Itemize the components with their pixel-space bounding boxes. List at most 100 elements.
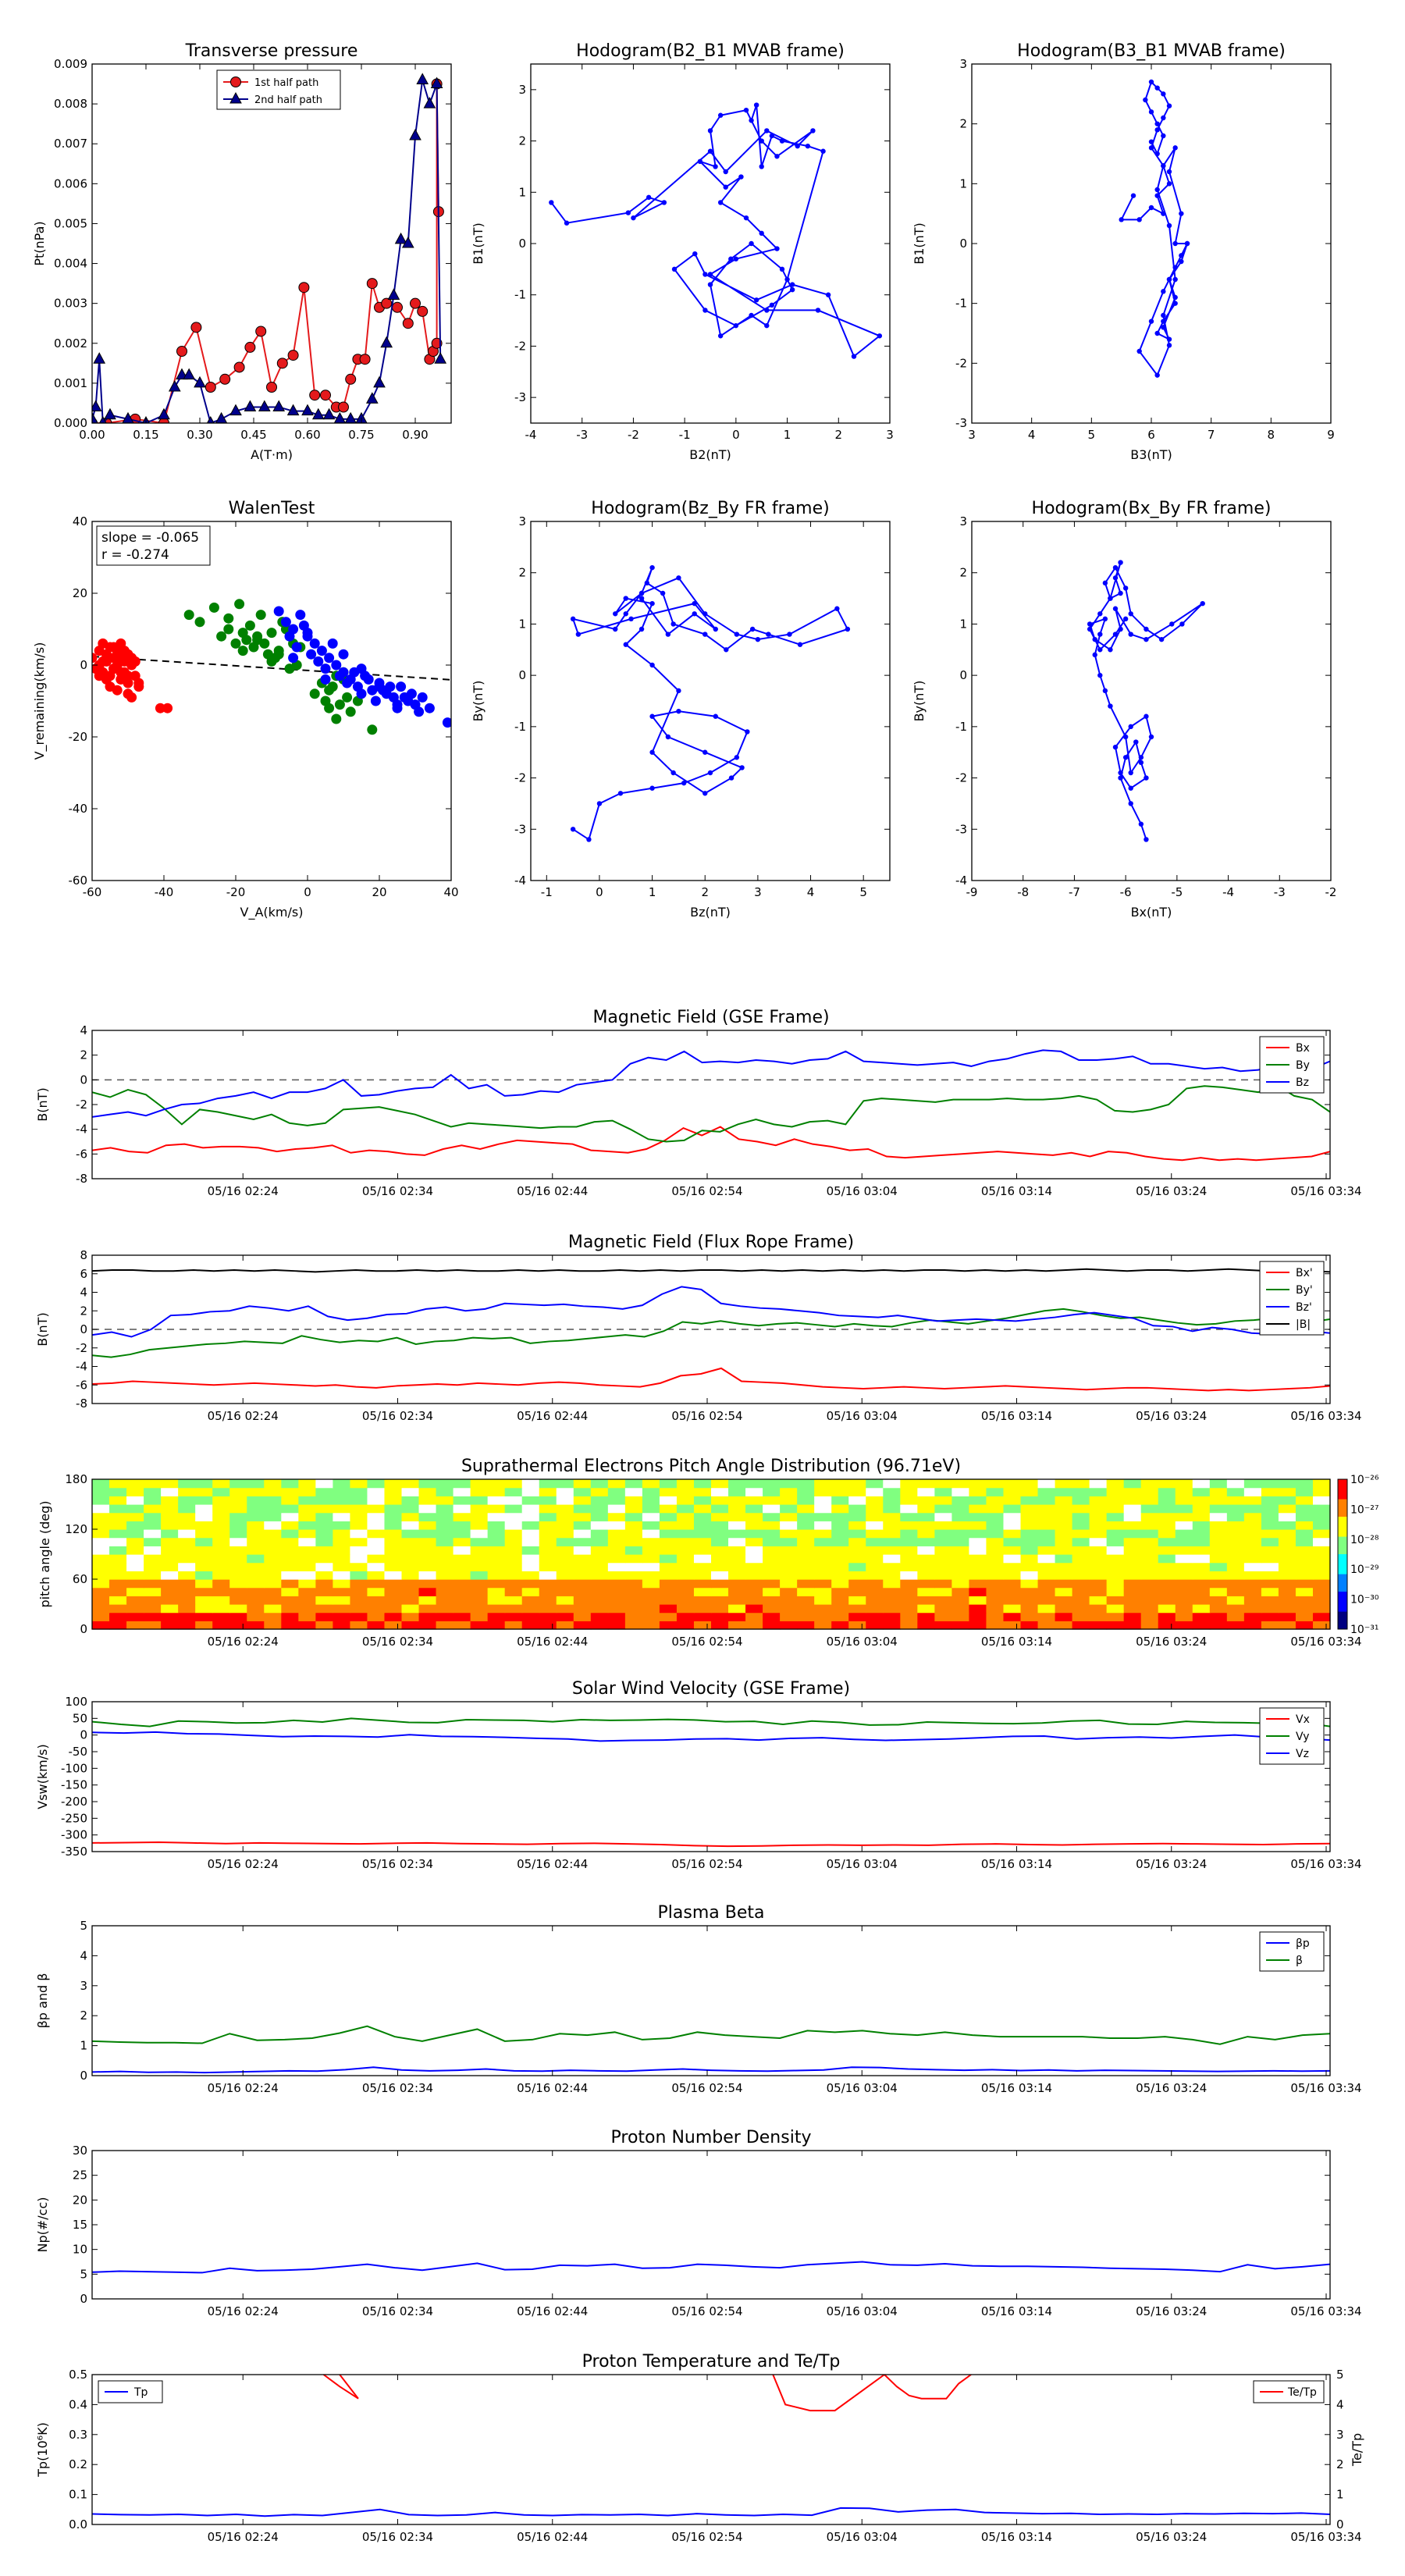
heatmap-cell bbox=[195, 1496, 213, 1505]
heatmap-cell bbox=[298, 1587, 316, 1596]
magnetic-field-fr: 05/16 02:24 05/16 02:34 05/16 02:44 05/16 0… bbox=[35, 1233, 1362, 1423]
heatmap-cell bbox=[659, 1546, 678, 1555]
heatmap-cell bbox=[539, 1621, 557, 1630]
heatmap-cell bbox=[728, 1562, 746, 1571]
heatmap-cell bbox=[780, 1512, 798, 1521]
heatmap-cell bbox=[831, 1596, 849, 1605]
heatmap-cell bbox=[1175, 1612, 1193, 1621]
x-tick-label: 05/16 02:44 bbox=[517, 1184, 588, 1198]
plot-area bbox=[92, 1049, 1330, 1162]
heatmap-cell bbox=[969, 1537, 987, 1546]
heatmap-cell bbox=[590, 1546, 609, 1555]
colorbar-cell bbox=[1338, 1604, 1347, 1607]
heatmap-cell bbox=[848, 1529, 866, 1539]
pitch-angle: 05/16 02:24 05/16 02:34 05/16 02:44 05/16 0… bbox=[37, 1457, 1379, 1649]
y-tick-label: 3 bbox=[80, 1979, 87, 1993]
data-point bbox=[123, 678, 133, 688]
heatmap-cell bbox=[797, 1554, 815, 1564]
heatmap-cell bbox=[1140, 1479, 1159, 1489]
heatmap-cell bbox=[109, 1612, 127, 1621]
heatmap-cell bbox=[212, 1587, 230, 1596]
data-point bbox=[697, 158, 703, 165]
heatmap-cell bbox=[728, 1512, 746, 1521]
y-tick-label: -1 bbox=[955, 720, 967, 734]
heatmap-cell bbox=[470, 1537, 489, 1546]
y-tick-label: 0 bbox=[80, 2069, 87, 2083]
heatmap-cell bbox=[1192, 1546, 1211, 1555]
heatmap-cell bbox=[607, 1571, 626, 1580]
x-tick-label: 05/16 02:44 bbox=[517, 2530, 588, 2544]
data-point bbox=[1161, 289, 1166, 294]
heatmap-cell bbox=[745, 1621, 763, 1630]
heatmap-cell bbox=[92, 1504, 110, 1514]
heatmap-cell bbox=[573, 1604, 592, 1614]
x-tick-label: -1 bbox=[679, 428, 691, 442]
data-point bbox=[280, 617, 291, 628]
heatmap-cell bbox=[281, 1512, 299, 1521]
x-tick-label: 2 bbox=[835, 428, 843, 442]
heatmap-cell bbox=[470, 1612, 489, 1621]
heatmap-cell bbox=[247, 1504, 265, 1514]
heatmap-cell bbox=[883, 1496, 901, 1505]
heatmap-cell bbox=[1295, 1546, 1314, 1555]
colorbar-cell bbox=[1338, 1601, 1347, 1605]
heatmap-cell bbox=[487, 1504, 506, 1514]
heatmap-cell bbox=[281, 1587, 299, 1596]
heatmap-cell bbox=[745, 1512, 763, 1521]
heatmap-cell bbox=[763, 1479, 781, 1489]
heatmap-cell bbox=[1243, 1512, 1262, 1521]
heatmap-cell bbox=[969, 1479, 987, 1489]
heatmap-cell bbox=[814, 1496, 832, 1505]
heatmap-cell bbox=[831, 1587, 849, 1596]
heatmap-cell bbox=[1003, 1604, 1022, 1614]
x-tick-label: 05/16 02:34 bbox=[362, 1635, 433, 1649]
data-point bbox=[327, 638, 338, 649]
plot-frame bbox=[91, 2150, 1331, 2300]
heatmap-cell bbox=[92, 1587, 110, 1596]
colorbar-cell bbox=[1338, 1561, 1347, 1565]
heatmap-cell bbox=[607, 1554, 626, 1564]
heatmap-cell bbox=[504, 1529, 523, 1539]
y-tick-label: 0.001 bbox=[54, 376, 87, 390]
heatmap-cell bbox=[1089, 1512, 1108, 1521]
data-point bbox=[797, 642, 803, 647]
heatmap-cell bbox=[1020, 1621, 1039, 1630]
data-point bbox=[168, 379, 181, 392]
chart-title: Magnetic Field (GSE Frame) bbox=[592, 1008, 829, 1027]
heatmap-cell bbox=[556, 1621, 574, 1630]
x-tick-label: 0.15 bbox=[133, 428, 158, 442]
heatmap-cell bbox=[728, 1546, 746, 1555]
series-line bbox=[92, 80, 442, 423]
heatmap-cell bbox=[418, 1621, 437, 1630]
heatmap-cell bbox=[951, 1479, 970, 1489]
heatmap-cell bbox=[247, 1512, 265, 1521]
heatmap-cell bbox=[883, 1579, 901, 1589]
data-point bbox=[743, 107, 749, 113]
plot-area bbox=[570, 564, 851, 842]
heatmap-cell bbox=[1140, 1596, 1159, 1605]
heatmap-cell bbox=[676, 1579, 695, 1589]
heatmap-cell bbox=[934, 1487, 952, 1496]
y-tick-label: 2 bbox=[80, 1048, 87, 1062]
heatmap-cell bbox=[350, 1596, 368, 1605]
heatmap-cell bbox=[1261, 1579, 1279, 1589]
heatmap-cell bbox=[866, 1537, 884, 1546]
data-point bbox=[805, 143, 811, 149]
heatmap-cell bbox=[1192, 1554, 1211, 1564]
data-point bbox=[779, 138, 785, 144]
heatmap-cell bbox=[642, 1579, 660, 1589]
y-axis-label: Pt(nPa) bbox=[32, 221, 47, 265]
heatmap-cell bbox=[763, 1521, 781, 1530]
series-line bbox=[92, 84, 439, 423]
data-point bbox=[1166, 276, 1172, 283]
heatmap-cell bbox=[1312, 1512, 1331, 1521]
heatmap-cell bbox=[1175, 1504, 1193, 1514]
heatmap-cell bbox=[848, 1512, 866, 1521]
heatmap-cell bbox=[556, 1596, 574, 1605]
x-tick-label: 05/16 03:14 bbox=[981, 1184, 1052, 1198]
legend-label: Bz' bbox=[1296, 1301, 1312, 1314]
heatmap-cell bbox=[487, 1479, 506, 1489]
heatmap-cell bbox=[1003, 1487, 1022, 1496]
data-point bbox=[1108, 703, 1113, 709]
data-point bbox=[753, 297, 759, 303]
